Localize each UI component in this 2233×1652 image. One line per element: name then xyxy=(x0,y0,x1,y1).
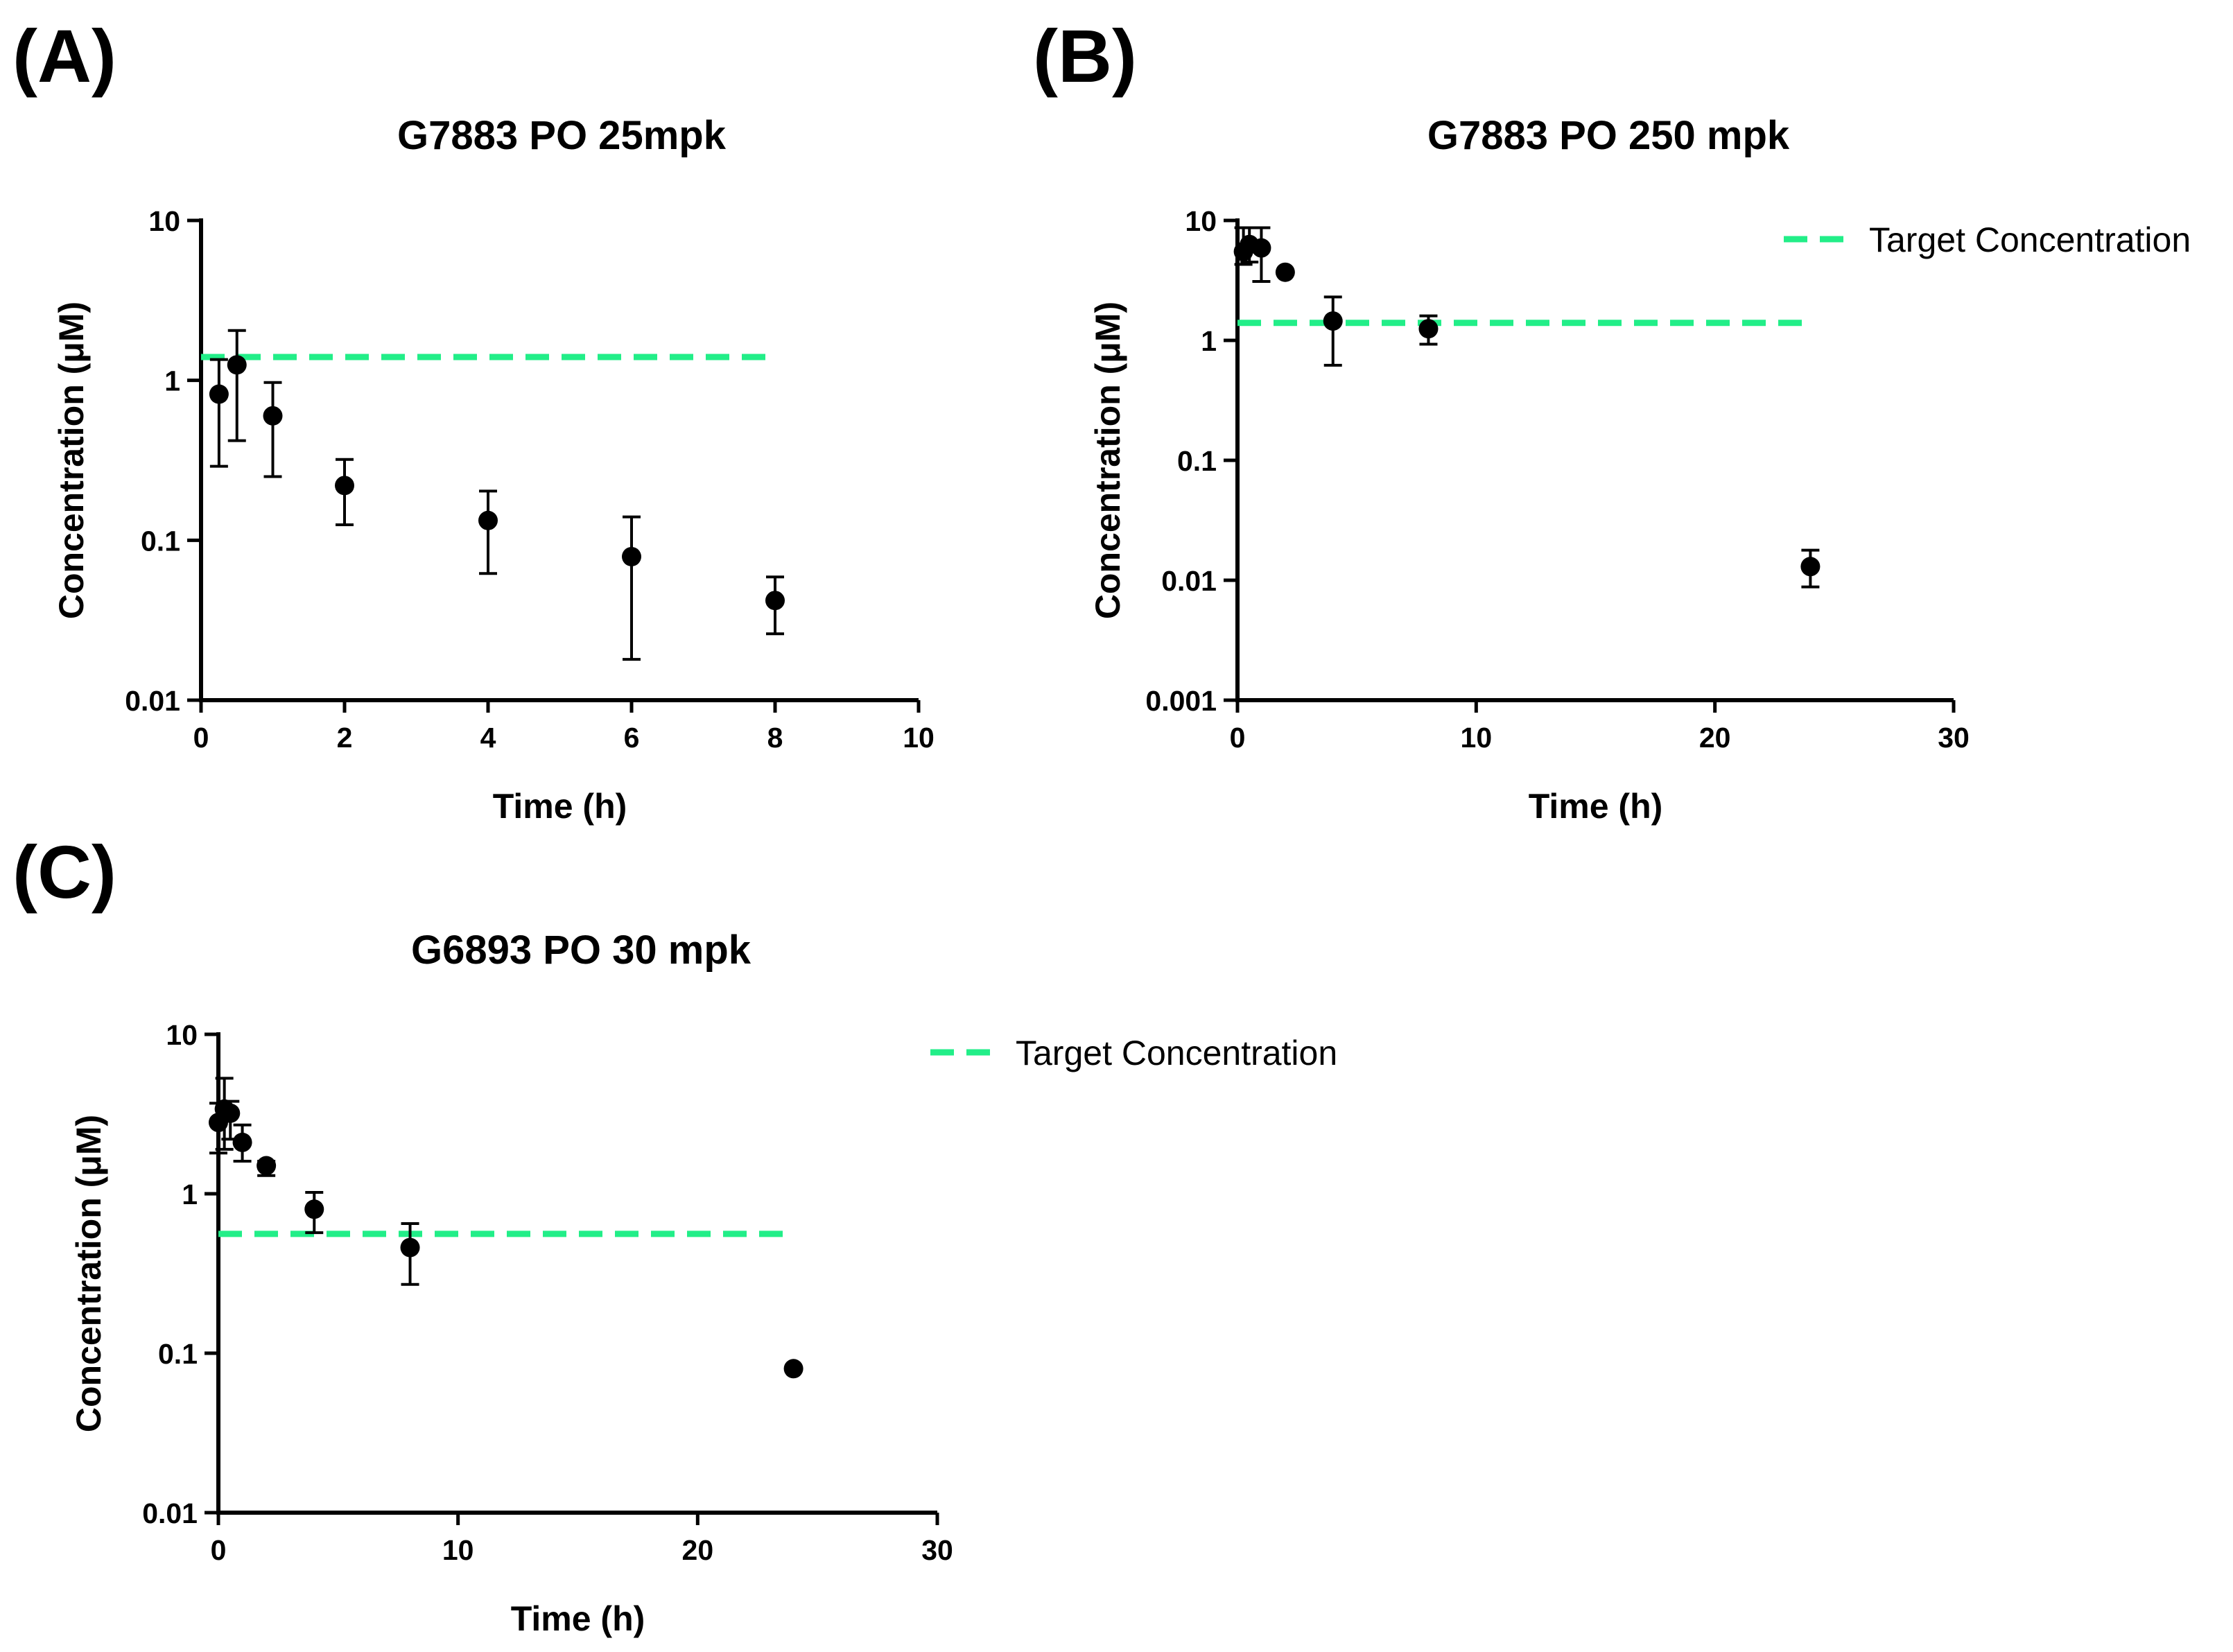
pa-y-tick-label: 10 xyxy=(148,205,180,237)
pc-x-tick-label: 10 xyxy=(442,1534,474,1566)
pa-x-tick-label: 10 xyxy=(903,722,935,754)
pa-y-axis-label: Concentration (μM) xyxy=(52,302,91,619)
pa-data-point xyxy=(263,406,283,426)
pa-x-axis-label: Time (h) xyxy=(493,787,627,826)
pb-data-point xyxy=(1800,557,1821,577)
pc-data-point xyxy=(257,1156,277,1176)
pc-x-tick-label: 20 xyxy=(682,1534,714,1566)
pb-x-tick-label: 20 xyxy=(1699,722,1731,754)
pc-x-tick-label: 0 xyxy=(211,1534,227,1566)
pc-data-point xyxy=(783,1359,803,1379)
pb-y-tick-label: 1 xyxy=(1201,325,1217,357)
pb-data-point xyxy=(1418,319,1439,339)
pb-x-tick-label: 0 xyxy=(1230,722,1246,754)
pa-data-point xyxy=(622,546,641,566)
pc-x-tick-label: 30 xyxy=(921,1534,953,1566)
pa-data-point xyxy=(335,476,354,496)
pb-x-axis-label: Time (h) xyxy=(1529,787,1663,826)
pb-x-tick-label: 10 xyxy=(1461,722,1493,754)
pa-x-tick-label: 8 xyxy=(767,722,783,754)
pc-y-tick-label: 0.01 xyxy=(142,1497,198,1529)
pa-x-tick-label: 2 xyxy=(337,722,353,754)
panel-a-title: G7883 PO 25mpk xyxy=(397,113,727,158)
panel-a: (A) G7883 PO 25mpk 0 2 4 6 8 10 0.01 0.1 1 10 Time… xyxy=(12,14,935,826)
pa-y-tick-label: 0.01 xyxy=(125,685,180,717)
pb-y-tick-label: 0.01 xyxy=(1161,565,1217,597)
pb-y-axis-label: Concentration (μM) xyxy=(1088,302,1127,619)
pc-data-point xyxy=(232,1132,252,1152)
pa-y-tick-label: 0.1 xyxy=(141,525,180,557)
pb-data-point xyxy=(1251,238,1271,258)
panel-c-label: (C) xyxy=(12,830,116,914)
panel-a-plot: 0 2 4 6 8 10 0.01 0.1 1 10 Time (h) Concentration (… xyxy=(52,205,935,826)
pc-y-tick-label: 0.1 xyxy=(158,1338,198,1370)
pb-y-tick-label: 10 xyxy=(1185,205,1217,237)
pc-y-tick-label: 10 xyxy=(166,1019,198,1051)
pc-data-point xyxy=(400,1237,420,1258)
pa-data-point xyxy=(478,510,498,530)
panel-c: (C) G6893 PO 30 mpk 0 10 20 30 0.01 0.1 1 10 Tim… xyxy=(12,830,1337,1638)
pc-legend-label: Target Concentration xyxy=(1016,1034,1337,1072)
pc-data-point xyxy=(304,1199,324,1219)
panel-c-plot: 0 10 20 30 0.01 0.1 1 10 Time (h) Concentration (… xyxy=(69,1019,1337,1638)
panel-a-label: (A) xyxy=(12,14,116,98)
panel-b-plot: 0 10 20 30 0.001 0.01 0.1 1 10 Time (h) Concentrat… xyxy=(1088,205,2191,826)
pa-x-tick-label: 0 xyxy=(193,722,209,754)
pc-y-tick-label: 1 xyxy=(182,1179,198,1210)
pb-y-tick-label: 0.1 xyxy=(1177,445,1217,477)
pc-y-axis-label: Concentration (μM) xyxy=(69,1115,108,1432)
pa-x-tick-label: 4 xyxy=(480,722,496,754)
pa-data-point xyxy=(209,384,229,404)
pb-data-point xyxy=(1275,262,1295,282)
pc-data-point xyxy=(220,1103,241,1123)
pa-data-point xyxy=(765,591,785,611)
pa-y-tick-label: 1 xyxy=(164,365,180,397)
panel-c-title: G6893 PO 30 mpk xyxy=(411,928,751,973)
pa-x-tick-label: 6 xyxy=(624,722,640,754)
pc-x-axis-label: Time (h) xyxy=(511,1599,645,1638)
panel-b-title: G7883 PO 250 mpk xyxy=(1427,113,1790,158)
panel-b: (B) G7883 PO 250 mpk 0 10 20 30 0.001 0.01 0.1… xyxy=(1033,14,2191,826)
pb-x-tick-label: 30 xyxy=(1938,722,1970,754)
pb-legend-label: Target Concentration xyxy=(1869,220,2191,259)
pb-data-point xyxy=(1323,311,1343,331)
pb-y-tick-label: 0.001 xyxy=(1145,685,1217,717)
pa-data-point xyxy=(227,355,247,375)
panel-b-label: (B) xyxy=(1033,14,1137,98)
